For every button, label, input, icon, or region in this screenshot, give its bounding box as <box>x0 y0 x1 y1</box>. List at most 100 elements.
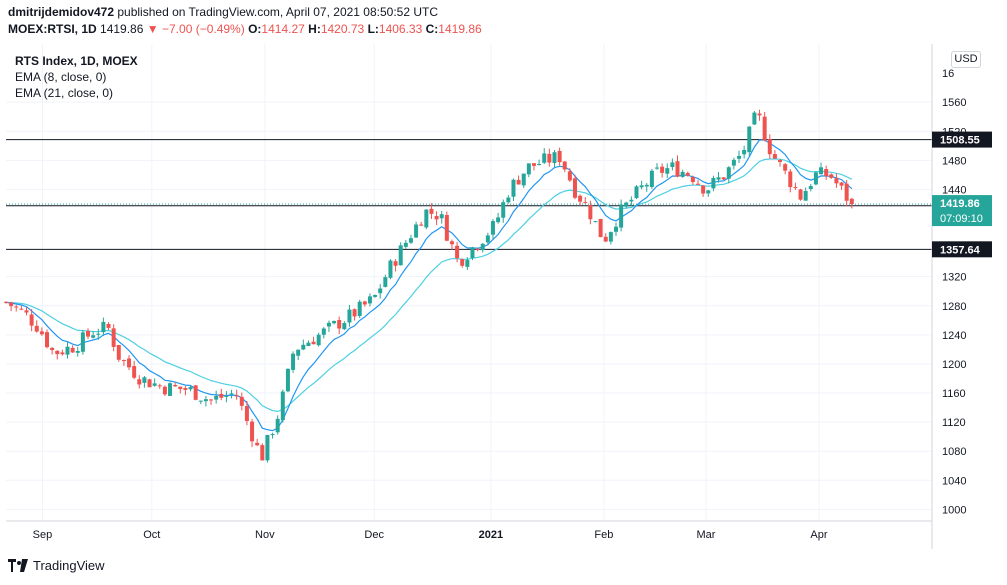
candle-body <box>690 177 695 183</box>
x-tick-label: 2021 <box>479 529 503 541</box>
candle-body <box>127 358 132 368</box>
ema21-series <box>5 158 853 413</box>
candle-body <box>152 383 157 386</box>
candle-body <box>403 242 408 247</box>
candle-body <box>14 306 19 308</box>
candle-body <box>224 395 229 397</box>
candle-body <box>824 169 829 177</box>
candle-body <box>634 186 639 199</box>
candle-body <box>321 328 326 335</box>
y-tick-label: 1320 <box>942 272 966 284</box>
candle-body <box>808 186 813 190</box>
candle-body <box>408 238 413 243</box>
candle-body <box>270 434 275 436</box>
candle-body <box>588 205 593 220</box>
close-value: 1419.86 <box>438 22 482 36</box>
candle-body <box>644 184 649 187</box>
y-tick-label: 1200 <box>942 359 966 371</box>
candle-body <box>260 445 265 461</box>
author-name[interactable]: dmitrijdemidov472 <box>8 5 115 19</box>
legend-ema21[interactable]: EMA (21, close, 0) <box>15 86 114 100</box>
brand-name: TradingView <box>33 558 105 573</box>
candle-body <box>742 149 747 155</box>
candle-body <box>326 322 331 327</box>
candle-body <box>424 209 429 228</box>
candle-body <box>752 112 757 125</box>
candle-body <box>844 183 849 201</box>
tradingview-brand[interactable]: TradingView <box>8 558 105 573</box>
candle-body <box>460 259 465 266</box>
candle-body <box>362 301 367 305</box>
candle-body <box>39 331 44 335</box>
candle-body <box>429 208 434 214</box>
candle-body <box>388 260 393 278</box>
candle-body <box>116 344 121 360</box>
candle-body <box>4 301 8 303</box>
candle-body <box>24 310 29 313</box>
chart-grid <box>6 44 932 521</box>
low-label: L: <box>367 22 379 36</box>
candle-body <box>829 174 834 178</box>
y-tick-label: 1000 <box>942 504 966 516</box>
change-arrow-icon: ▼ <box>146 22 159 36</box>
price-change: −7.00 (−0.49%) <box>162 22 245 36</box>
candle-body <box>285 368 290 392</box>
current-price-label: 1419.86 <box>940 198 980 210</box>
candle-body <box>496 217 501 223</box>
candle-body <box>106 323 111 328</box>
candle-body <box>675 161 680 177</box>
candle-body <box>547 153 552 163</box>
candle-body <box>624 202 629 207</box>
y-tick-label: 1160 <box>942 388 966 400</box>
candle-body <box>501 202 506 218</box>
candle-body <box>70 347 75 353</box>
ema8-line <box>5 139 853 432</box>
candle-body <box>296 349 301 356</box>
candle-body <box>132 366 137 378</box>
countdown-label: 07:09:10 <box>940 213 983 225</box>
candle-body <box>414 224 419 238</box>
candle-body <box>567 171 572 181</box>
chart-axes: 1000 1040 1080 1120 1160 1200 1240 1280 1320 1440… <box>6 44 966 549</box>
candle-body <box>619 204 624 228</box>
x-tick-label: Dec <box>364 529 384 541</box>
candle-body <box>65 346 70 355</box>
candle-body <box>45 332 50 348</box>
candle-body <box>444 215 449 241</box>
tradingview-logo-icon <box>8 559 28 572</box>
candle-body <box>788 171 793 188</box>
candle-body <box>439 214 444 219</box>
candle-body <box>767 138 772 155</box>
candle-body <box>357 301 362 316</box>
candle-body <box>86 330 91 337</box>
y-tick-label: 1440 <box>942 184 966 196</box>
candle-body <box>572 178 577 198</box>
candle-body <box>193 385 198 400</box>
candle-body <box>393 261 398 266</box>
legend-ema8[interactable]: EMA (8, close, 0) <box>15 70 107 84</box>
y-tick-label: 1040 <box>942 475 966 487</box>
candle-body <box>629 199 634 202</box>
y-tick-label: 16 <box>942 68 954 80</box>
low-value: 1406.33 <box>378 22 423 36</box>
candle-body <box>255 442 260 446</box>
candle-body <box>593 221 598 223</box>
candle-body <box>813 172 818 185</box>
candle-body <box>721 177 726 180</box>
candle-body <box>96 333 101 335</box>
candle-body <box>162 386 167 395</box>
ema8-series <box>5 139 853 432</box>
currency-badge[interactable]: USD <box>951 51 981 68</box>
candle-body <box>726 167 731 179</box>
candle-body <box>793 187 798 189</box>
candle-body <box>373 295 378 297</box>
candle-body <box>557 150 562 163</box>
candle-body <box>378 288 383 294</box>
level-price-label: 1508.55 <box>940 135 980 147</box>
candle-body <box>737 155 742 159</box>
publication-header: dmitrijdemidov472 published on TradingVi… <box>0 0 1007 44</box>
candle-body <box>680 171 685 177</box>
x-tick-label: Sep <box>33 529 53 541</box>
candle-body <box>696 183 701 185</box>
